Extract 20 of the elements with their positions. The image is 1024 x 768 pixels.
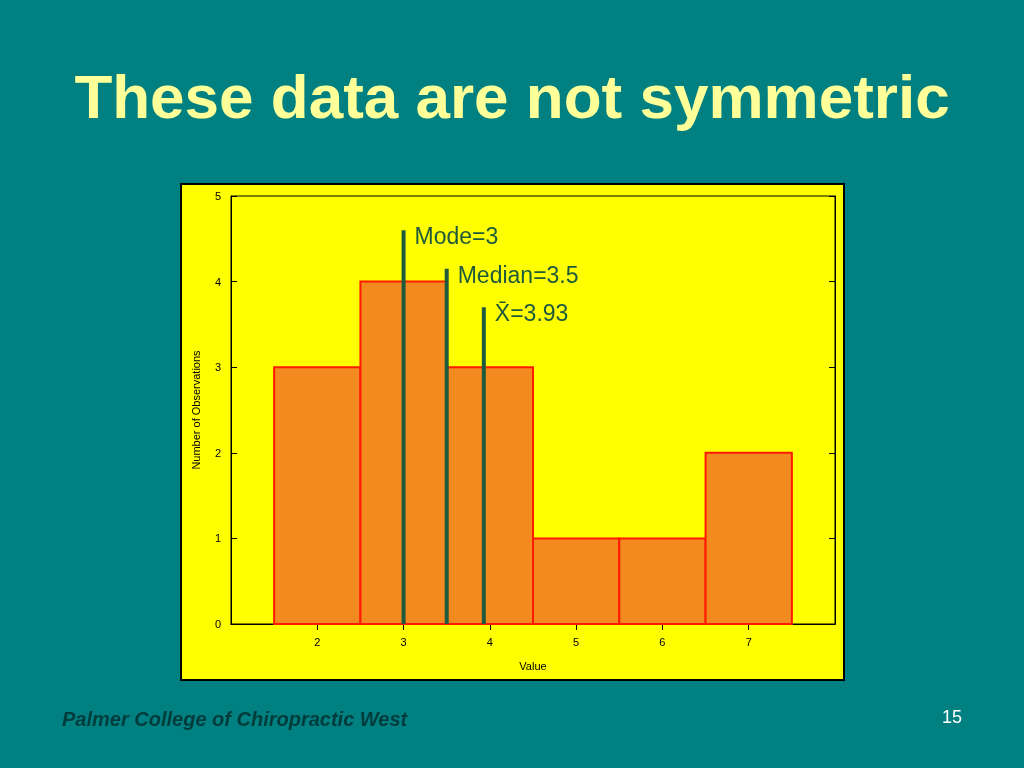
y-tick-label: 2 (214, 446, 221, 459)
x-tick-label: 5 (573, 635, 580, 648)
x-tick-label: 7 (745, 635, 752, 648)
y-tick-label: 4 (214, 275, 221, 288)
y-tick-label: 3 (214, 361, 221, 374)
text: 15 (941, 706, 962, 729)
x-tick-label: 2 (314, 635, 321, 648)
ref-line-label: Mode=3 (414, 223, 499, 250)
ref-line-label: X̄=3.93 (494, 300, 569, 327)
x-tick-label: 4 (486, 635, 493, 648)
y-tick-label: 5 (214, 190, 221, 202)
text: Palmer College of Chiropractic West (62, 707, 408, 731)
ref-line-label: Median=3.5 (457, 261, 579, 288)
y-tick-label: 0 (214, 618, 221, 630)
y-tick-label: 1 (214, 532, 221, 545)
x-tick-label: 3 (400, 635, 407, 648)
x-tick-label: 6 (659, 635, 666, 648)
x-axis-title: Value (519, 659, 547, 672)
y-axis-title: Number of Observations (189, 349, 202, 470)
chart-title: These data are not symmetric (73, 61, 951, 133)
